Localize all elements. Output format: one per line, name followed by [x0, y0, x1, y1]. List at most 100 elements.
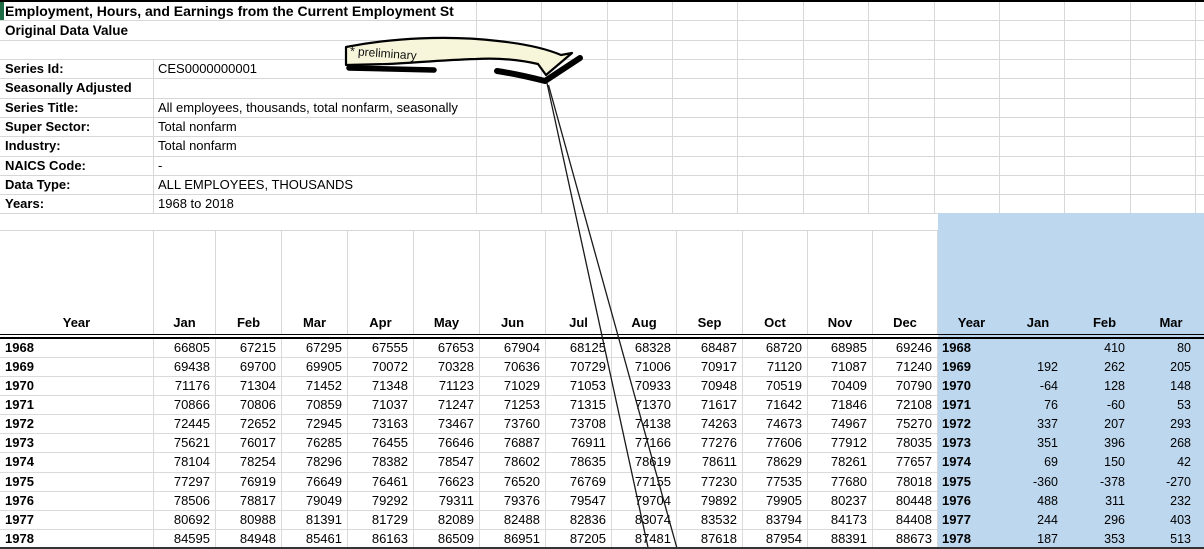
value-cell[interactable]: 70519	[743, 377, 808, 397]
value-cell[interactable]: 71006	[612, 357, 677, 378]
empty-cell[interactable]	[1065, 40, 1131, 60]
value-cell[interactable]: 70948	[677, 377, 743, 397]
empty-cell[interactable]	[1131, 117, 1196, 137]
value-cell[interactable]: 70636	[480, 357, 546, 378]
value-cell[interactable]: 82836	[546, 510, 612, 530]
diff-value-cell[interactable]: 207	[1104, 417, 1125, 432]
diff-value-cell[interactable]	[1005, 339, 1071, 358]
value-cell[interactable]: 87954	[743, 529, 808, 549]
metadata-value[interactable]: 1968 to 2018	[154, 195, 477, 214]
year-cell[interactable]: 1975	[0, 472, 154, 492]
empty-cell[interactable]	[1065, 195, 1131, 214]
value-cell[interactable]: 81729	[348, 510, 414, 530]
diff-year-cell[interactable]: 1971	[942, 397, 971, 413]
metadata-value[interactable]: Total nonfarm	[154, 137, 477, 156]
value-cell[interactable]: 86163	[348, 529, 414, 549]
metadata-label[interactable]: Industry:	[0, 137, 154, 156]
value-cell[interactable]: 71370	[612, 396, 677, 416]
empty-cell[interactable]	[1000, 156, 1065, 175]
empty-cell[interactable]	[1196, 60, 1204, 78]
header-cell[interactable]: Apr	[348, 230, 414, 334]
empty-cell[interactable]	[477, 195, 542, 214]
value-cell[interactable]: 82488	[480, 510, 546, 530]
empty-cell[interactable]	[1065, 98, 1131, 117]
metadata-value[interactable]: All employees, thousands, total nonfarm,…	[154, 98, 477, 117]
empty-cell[interactable]	[542, 156, 608, 175]
value-cell[interactable]: 77912	[808, 434, 873, 454]
empty-cell[interactable]	[738, 195, 804, 214]
diff-value-cell[interactable]: 410	[1104, 340, 1125, 355]
empty-cell[interactable]	[477, 2, 542, 21]
empty-cell[interactable]	[542, 117, 608, 137]
value-cell[interactable]: 79905	[743, 491, 808, 511]
value-cell[interactable]: 70328	[414, 357, 480, 378]
empty-cell[interactable]	[673, 175, 738, 195]
value-cell[interactable]: 84948	[216, 529, 282, 549]
value-cell[interactable]: 70072	[348, 357, 414, 378]
empty-cell[interactable]	[738, 175, 804, 195]
value-cell[interactable]: 71348	[348, 377, 414, 397]
diff-value-cell[interactable]: 513	[1170, 531, 1191, 546]
empty-cell[interactable]	[1131, 21, 1196, 40]
value-cell[interactable]: 68720	[743, 338, 808, 358]
value-cell[interactable]: 77297	[154, 472, 216, 492]
empty-cell[interactable]	[1196, 137, 1204, 155]
empty-cell[interactable]	[673, 98, 738, 117]
value-cell[interactable]: 78547	[414, 453, 480, 473]
diff-value-cell[interactable]: 403	[1170, 512, 1191, 527]
value-cell[interactable]: 68985	[808, 338, 873, 358]
empty-cell[interactable]	[869, 40, 935, 60]
header-cell[interactable]: May	[414, 230, 480, 334]
empty-cell[interactable]	[1131, 40, 1196, 60]
empty-cell[interactable]	[1000, 79, 1065, 98]
value-cell[interactable]: 66805	[154, 338, 216, 358]
diff-value-cell[interactable]: 351	[1037, 436, 1058, 451]
empty-cell[interactable]	[935, 2, 1000, 21]
value-cell[interactable]: 78035	[873, 434, 938, 454]
empty-cell[interactable]	[869, 117, 935, 137]
value-cell[interactable]: 71029	[480, 377, 546, 397]
value-cell[interactable]: 75621	[154, 434, 216, 454]
value-cell[interactable]: 80692	[154, 510, 216, 530]
empty-cell[interactable]	[673, 156, 738, 175]
empty-cell[interactable]	[1131, 98, 1196, 117]
value-cell[interactable]: 79311	[414, 491, 480, 511]
value-cell[interactable]: 69438	[154, 357, 216, 378]
empty-cell[interactable]	[477, 98, 542, 117]
year-cell[interactable]: 1969	[0, 357, 154, 378]
value-cell[interactable]: 77166	[612, 434, 677, 454]
empty-cell[interactable]	[804, 60, 869, 79]
value-cell[interactable]: 77276	[677, 434, 743, 454]
value-cell[interactable]: 71053	[546, 377, 612, 397]
value-cell[interactable]: 77230	[677, 472, 743, 492]
value-cell[interactable]: 71304	[216, 377, 282, 397]
empty-cell[interactable]	[673, 117, 738, 137]
value-cell[interactable]: 76769	[546, 472, 612, 492]
value-cell[interactable]: 75270	[873, 415, 938, 435]
value-cell[interactable]: 76623	[414, 472, 480, 492]
empty-cell[interactable]	[804, 40, 869, 60]
empty-cell[interactable]	[1000, 137, 1065, 156]
empty-cell[interactable]	[0, 40, 477, 60]
diff-value-cell[interactable]: 69	[1044, 455, 1058, 470]
empty-cell[interactable]	[1065, 79, 1131, 98]
empty-cell[interactable]	[542, 2, 608, 21]
header-cell[interactable]: Jul	[546, 230, 612, 334]
empty-cell[interactable]	[608, 117, 673, 137]
empty-cell[interactable]	[608, 156, 673, 175]
empty-cell[interactable]	[1196, 176, 1204, 194]
empty-cell[interactable]	[673, 2, 738, 21]
empty-cell[interactable]	[804, 137, 869, 156]
value-cell[interactable]: 86509	[414, 529, 480, 549]
header-cell[interactable]: Jun	[480, 230, 546, 334]
empty-cell[interactable]	[738, 21, 804, 40]
diff-year-cell[interactable]: 1978	[942, 530, 971, 546]
value-cell[interactable]: 78635	[546, 453, 612, 473]
diff-value-cell[interactable]: 293	[1170, 417, 1191, 432]
value-cell[interactable]: 77606	[743, 434, 808, 454]
value-cell[interactable]: 78104	[154, 453, 216, 473]
diff-value-cell[interactable]: 192	[1037, 359, 1058, 374]
value-cell[interactable]: 71087	[808, 357, 873, 378]
empty-cell[interactable]	[608, 2, 673, 21]
value-cell[interactable]: 77535	[743, 472, 808, 492]
